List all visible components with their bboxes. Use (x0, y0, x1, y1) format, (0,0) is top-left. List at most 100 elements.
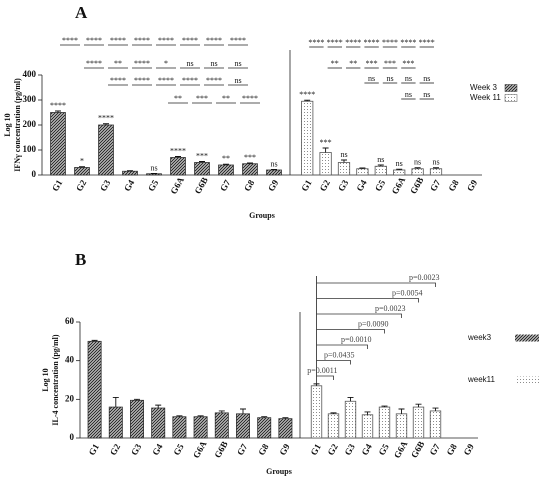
bar (194, 162, 210, 176)
y-tick-label: 300 (23, 94, 37, 104)
error-bar (240, 408, 246, 414)
legend-swatch (504, 84, 518, 92)
error-bar (197, 415, 204, 417)
bar (170, 157, 186, 176)
comparison-label: ns (234, 59, 241, 68)
significance-label: *** (320, 138, 332, 147)
comparison-label: * (164, 59, 168, 68)
comparison-label: ** (174, 94, 182, 103)
error-bar (359, 167, 366, 169)
error-bar (134, 398, 140, 401)
y-axis-label: Log 10 (41, 368, 50, 391)
bar (374, 165, 387, 176)
comparison-label: *** (402, 59, 414, 68)
comparison-label: ** (222, 94, 230, 103)
x-tick-label: G8 (446, 178, 461, 193)
comparison-label: ns (423, 74, 430, 83)
bar (412, 406, 425, 439)
error-bar (91, 339, 98, 342)
bar (218, 164, 234, 176)
comparison-label: *** (196, 94, 208, 103)
error-bar (261, 416, 268, 418)
error-bar (271, 169, 277, 170)
bar (378, 406, 391, 439)
error-bar (347, 396, 354, 402)
significance-label: ns (340, 150, 347, 159)
comparison-label: ns (234, 76, 241, 85)
x-tick-label: G6A (390, 175, 408, 196)
error-bar (432, 407, 439, 411)
comparison-label: **** (182, 76, 198, 85)
comparison-label: **** (364, 38, 380, 47)
comparison-label: **** (110, 76, 126, 85)
bar (74, 167, 90, 176)
x-tick-label: G6B (408, 175, 425, 195)
x-tick-label: G1 (50, 178, 65, 193)
x-tick-label: G1 (299, 178, 314, 193)
panel-label: A (75, 3, 88, 22)
x-tick-label: G2 (318, 178, 333, 193)
bar (257, 417, 272, 439)
bar (319, 152, 332, 176)
comparison-label: ** (349, 59, 357, 68)
x-tick-label: G8 (444, 442, 459, 457)
comparison-label: ** (331, 59, 339, 68)
pvalue-label: p=0.0023 (375, 304, 406, 313)
x-tick-label: G9 (461, 442, 476, 457)
pvalue-bracket (316, 282, 436, 287)
bar (393, 169, 406, 176)
error-bar (175, 156, 181, 158)
x-tick-label: G3 (342, 442, 357, 457)
error-bar (415, 403, 422, 408)
pvalue-label: p=0.0023 (409, 273, 440, 282)
bar (310, 385, 323, 439)
comparison-label: **** (86, 59, 102, 68)
comparison-label: ns (423, 90, 430, 99)
pvalue-bracket (316, 344, 368, 349)
error-bar (381, 405, 388, 408)
bar (361, 414, 374, 439)
bar (87, 340, 102, 439)
x-tick-label: G7 (428, 178, 443, 193)
bar (214, 412, 229, 439)
x-tick-label: G2 (74, 178, 89, 193)
y-axis-label: Log 10 (3, 113, 12, 136)
significance-label: ns (377, 155, 384, 164)
x-tick-label: G7 (235, 442, 250, 457)
bar (122, 170, 138, 176)
legend-label: Week 3 (470, 83, 498, 92)
bar (236, 413, 250, 439)
error-bar (330, 412, 337, 414)
comparison-label: ns (368, 74, 375, 83)
error-bar (398, 408, 405, 414)
x-tick-label: G4 (150, 442, 165, 457)
x-tick-label: G7 (218, 178, 233, 193)
error-bar (377, 164, 384, 167)
error-bar (79, 166, 85, 168)
error-bar (199, 161, 205, 163)
x-tick-label: G6B (192, 175, 209, 195)
comparison-label: **** (400, 38, 416, 47)
error-bar (103, 123, 109, 125)
significance-label: **** (98, 114, 114, 123)
bar (411, 168, 424, 176)
pvalue-label: p=0.0010 (341, 335, 372, 344)
y-axis-sublabel: IFNγ concentration (pg/ml) (13, 78, 22, 172)
comparison-label: **** (206, 36, 222, 45)
x-tick-label: G2 (325, 442, 340, 457)
legend-swatch (515, 376, 539, 384)
bar (108, 406, 123, 439)
panel-label: B (75, 250, 86, 269)
significance-label: ns (432, 158, 439, 167)
error-bar (322, 147, 329, 153)
legend-label: week3 (467, 333, 492, 342)
bar (327, 413, 340, 439)
bar (98, 124, 114, 176)
comparison-label: **** (345, 38, 361, 47)
error-bar (304, 99, 311, 102)
x-tick-label: G2 (108, 442, 123, 457)
pvalue-label: p=0.0435 (324, 350, 355, 359)
comparison-label: **** (110, 36, 126, 45)
pvalue-bracket (316, 313, 402, 318)
bar (356, 168, 369, 176)
